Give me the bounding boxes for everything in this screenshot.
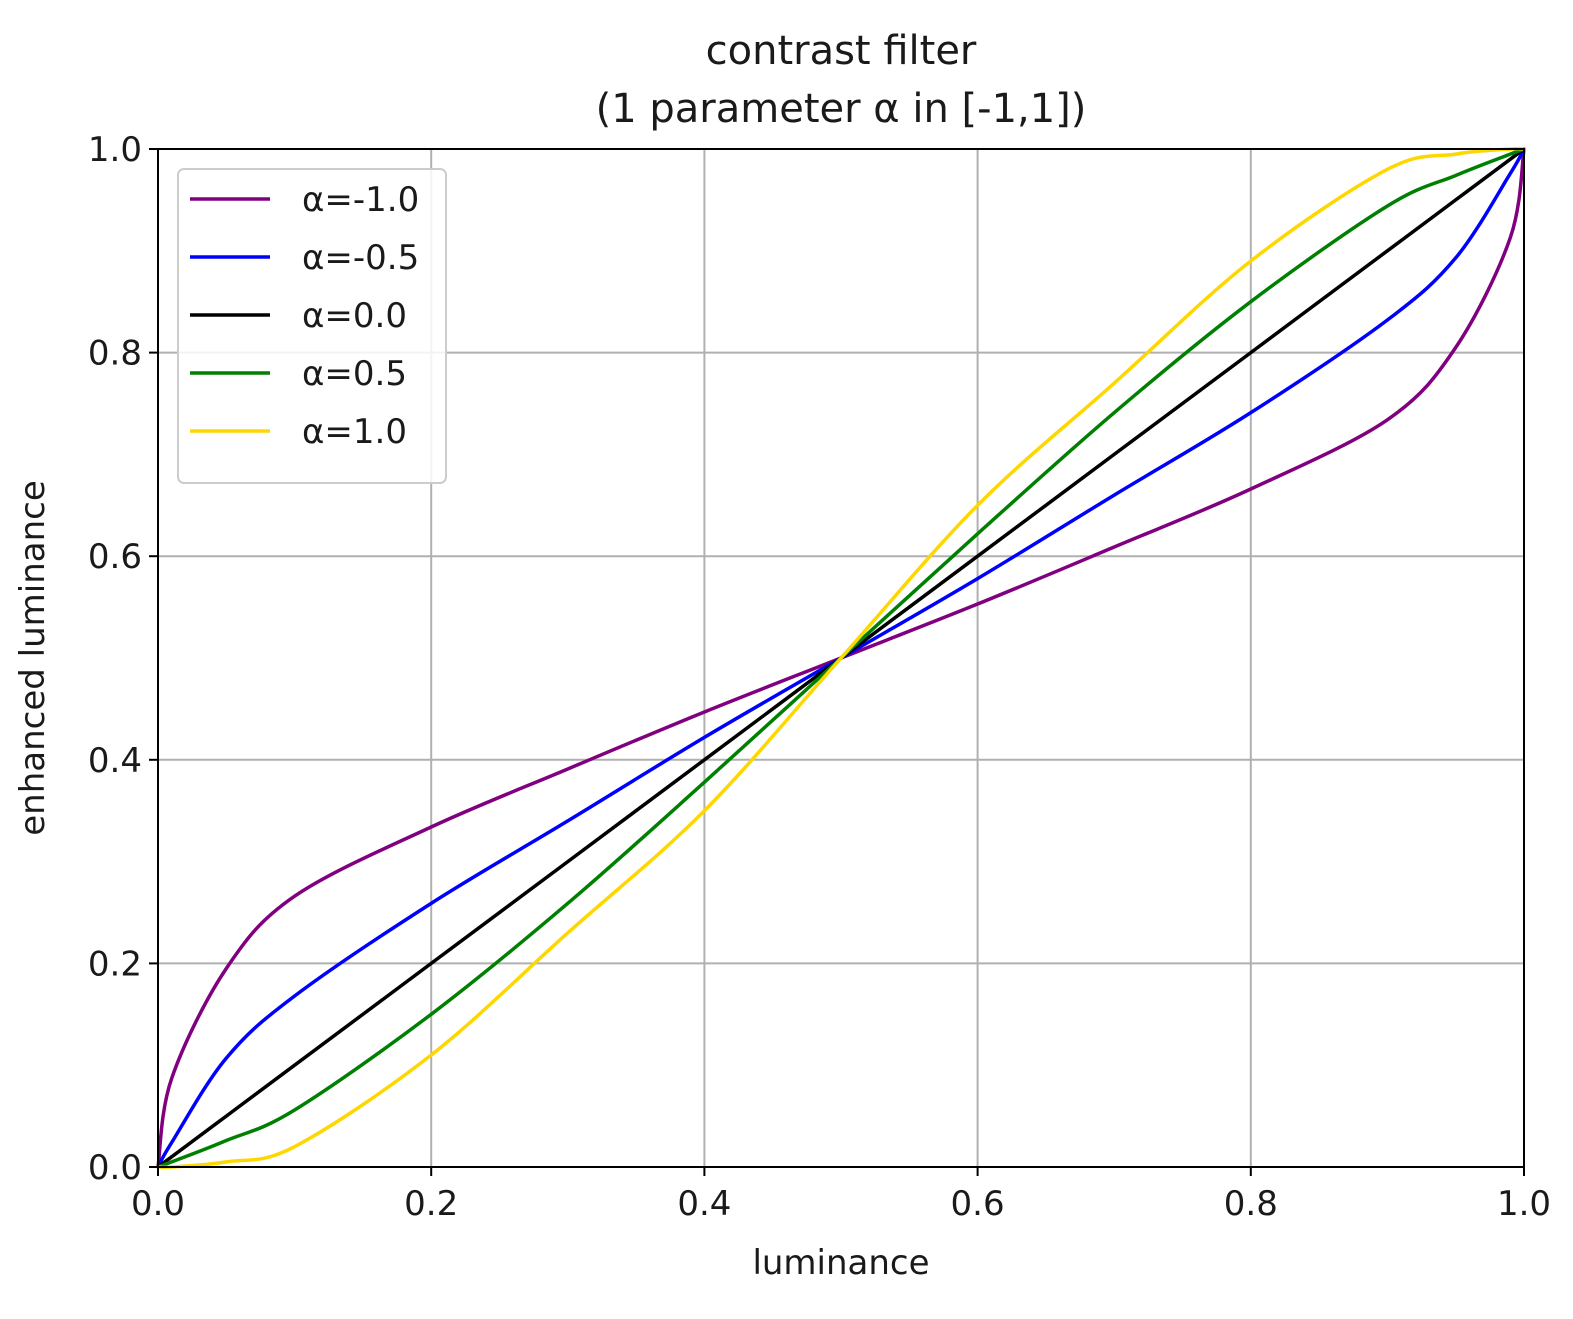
legend-label: α=0.0 — [302, 296, 407, 336]
y-tick-label: 1.0 — [88, 130, 142, 170]
legend-box — [177, 168, 447, 484]
tick-layer: 0.0 0.2 0.4 0.6 0.8 1.0 0.0 0.2 0.4 0.6 0.8 1.0 — [88, 130, 1551, 1224]
y-tick-label: 0.6 — [88, 537, 142, 577]
y-tick-label: 0.4 — [88, 741, 142, 781]
chart-title: contrast filter — [706, 28, 977, 74]
chart-subtitle: (1 parameter α in [-1,1]) — [596, 86, 1087, 132]
legend-label: α=1.0 — [302, 412, 407, 452]
y-tick-label: 0.2 — [88, 944, 142, 984]
x-tick-label: 0.6 — [951, 1184, 1005, 1224]
legend-label: α=0.5 — [302, 354, 407, 394]
y-axis-label: enhanced luminance — [13, 480, 53, 836]
legend-label: α=-0.5 — [302, 238, 419, 278]
x-tick-label: 0.4 — [677, 1184, 731, 1224]
x-tick-label: 0.2 — [404, 1184, 458, 1224]
legend: α=-1.0 α=-0.5 α=0.0 α=0.5 α=1.0 — [177, 168, 447, 484]
x-axis-label: luminance — [752, 1243, 929, 1283]
x-tick-label: 1.0 — [1497, 1184, 1551, 1224]
legend-label: α=-1.0 — [302, 180, 419, 220]
y-tick-label: 0.8 — [88, 334, 142, 374]
x-tick-label: 0.8 — [1224, 1184, 1278, 1224]
x-tick-label: 0.0 — [131, 1184, 185, 1224]
plot-frame — [157, 148, 1525, 1168]
series-layer — [156, 146, 1526, 1170]
grid-layer — [157, 148, 1525, 1168]
y-tick-label: 0.0 — [88, 1148, 142, 1188]
series-line-4 — [156, 146, 1526, 1170]
